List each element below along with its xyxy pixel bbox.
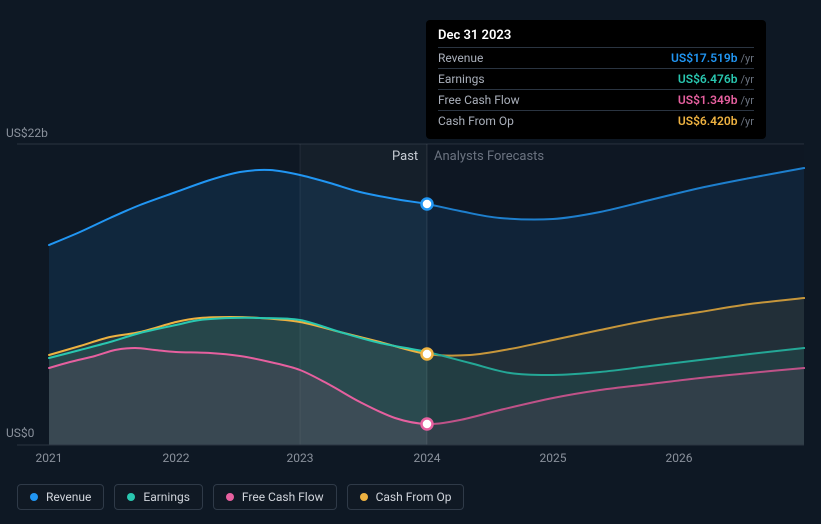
legend-dot-icon xyxy=(360,493,368,501)
chart-tooltip: Dec 31 2023 RevenueUS$17.519b/yrEarnings… xyxy=(426,20,766,139)
y-axis-max-label: US$22b xyxy=(6,126,48,140)
tooltip-date: Dec 31 2023 xyxy=(438,28,754,47)
legend-item-label: Cash From Op xyxy=(376,490,452,504)
legend-item-label: Free Cash Flow xyxy=(242,490,324,504)
x-axis-tick: 2023 xyxy=(287,451,314,465)
tooltip-row-unit: /yr xyxy=(741,115,754,128)
legend-dot-icon xyxy=(30,493,38,501)
chart-legend: Revenue Earnings Free Cash Flow Cash From O… xyxy=(17,484,464,510)
tooltip-row: Earnings US$6.476b/yr xyxy=(438,68,754,89)
x-axis-tick: 2024 xyxy=(414,451,441,465)
tooltip-row-unit: /yr xyxy=(741,52,754,65)
tooltip-row: Cash From Op US$6.420b/yr xyxy=(438,110,754,131)
tooltip-row-unit: /yr xyxy=(741,94,754,107)
legend-item-label: Revenue xyxy=(46,490,91,504)
tooltip-row-value: US$6.476b xyxy=(678,72,738,86)
legend-item-revenue[interactable]: Revenue xyxy=(17,484,104,510)
tooltip-row-value: US$17.519b xyxy=(671,51,738,65)
tooltip-row: Revenue US$17.519b/yr xyxy=(438,47,754,68)
x-axis-tick: 2025 xyxy=(540,451,567,465)
legend-item-cash-from-op[interactable]: Cash From Op xyxy=(347,484,465,510)
tooltip-row-value: US$1.349b xyxy=(678,93,738,107)
legend-dot-icon xyxy=(226,493,234,501)
x-axis-tick: 2026 xyxy=(666,451,693,465)
tooltip-row-label: Cash From Op xyxy=(438,114,514,128)
legend-dot-icon xyxy=(127,493,135,501)
tooltip-row-value: US$6.420b xyxy=(678,114,738,128)
y-axis-zero-label: US$0 xyxy=(6,426,34,440)
tooltip-row: Free Cash Flow US$1.349b/yr xyxy=(438,89,754,110)
legend-item-earnings[interactable]: Earnings xyxy=(114,484,203,510)
forecast-section-label: Analysts Forecasts xyxy=(434,149,544,164)
tooltip-row-label: Free Cash Flow xyxy=(438,93,520,107)
past-section-label: Past xyxy=(392,149,418,164)
x-axis-tick: 2022 xyxy=(163,451,190,465)
legend-item-free-cash-flow[interactable]: Free Cash Flow xyxy=(213,484,337,510)
tooltip-row-label: Earnings xyxy=(438,72,485,86)
x-axis-tick: 2021 xyxy=(36,451,63,465)
tooltip-row-unit: /yr xyxy=(741,73,754,86)
legend-item-label: Earnings xyxy=(143,490,190,504)
tooltip-row-label: Revenue xyxy=(438,51,483,65)
